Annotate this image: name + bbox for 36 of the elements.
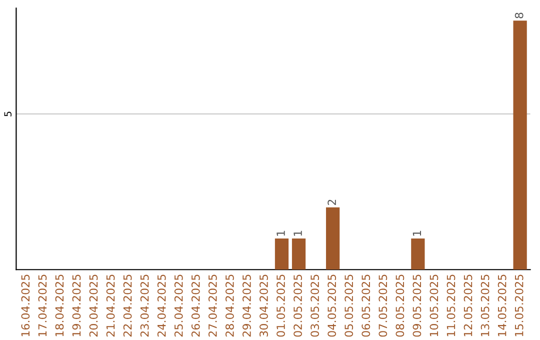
x-tick-label: 25.04.2025 <box>174 274 183 337</box>
x-tick-label: 05.05.2025 <box>344 274 354 337</box>
x-tick-label: 30.04.2025 <box>260 274 268 337</box>
x-tick-label: 02.05.2025 <box>294 274 302 337</box>
x-tick-label: 07.05.2025 <box>378 274 388 337</box>
x-tick-label: 03.05.2025 <box>310 274 320 337</box>
x-tick-label: 01.05.2025 <box>276 274 285 337</box>
x-tick-label: 22.04.2025 <box>123 274 132 337</box>
x-tick-label: 18.04.2025 <box>55 274 64 336</box>
x-tick-label: 19.04.2025 <box>72 274 81 336</box>
x-tick-label: 20.04.2025 <box>89 274 98 337</box>
x-tick-label: 14.05.2025 <box>498 274 506 336</box>
x-tick-label: 06.05.2025 <box>362 274 370 337</box>
x-tick-label: 10.05.2025 <box>430 274 438 336</box>
data-label: 1 <box>294 230 302 236</box>
x-tick-label: 04.05.2025 <box>328 274 336 337</box>
x-tick-label: 11.05.2025 <box>446 274 456 336</box>
x-tick-label: 27.04.2025 <box>208 274 217 337</box>
data-label: 1 <box>276 230 285 236</box>
data-label: 2 <box>328 200 336 205</box>
x-tick-label: 09.05.2025 <box>412 274 422 337</box>
x-tick-label: 24.04.2025 <box>157 274 166 337</box>
x-tick-label: 29.04.2025 <box>242 274 251 337</box>
x-tick-label: 15.05.2025 <box>514 274 524 336</box>
x-tick-label: 26.04.2025 <box>191 274 200 337</box>
x-tick-label: 13.05.2025 <box>480 274 490 336</box>
y-tick-label: 5 <box>4 112 12 116</box>
x-tick-label: 17.04.2025 <box>38 274 47 336</box>
x-tick-label: 16.04.2025 <box>21 274 30 336</box>
x-tick-label: 08.05.2025 <box>396 274 404 337</box>
x-tick-label: 12.05.2025 <box>464 274 472 336</box>
data-label: 1 <box>412 230 421 236</box>
data-label: 8 <box>514 12 524 18</box>
x-tick-label: 28.04.2025 <box>226 274 234 337</box>
x-tick-label: 21.04.2025 <box>106 274 115 337</box>
x-tick-label: 23.04.2025 <box>140 274 149 337</box>
